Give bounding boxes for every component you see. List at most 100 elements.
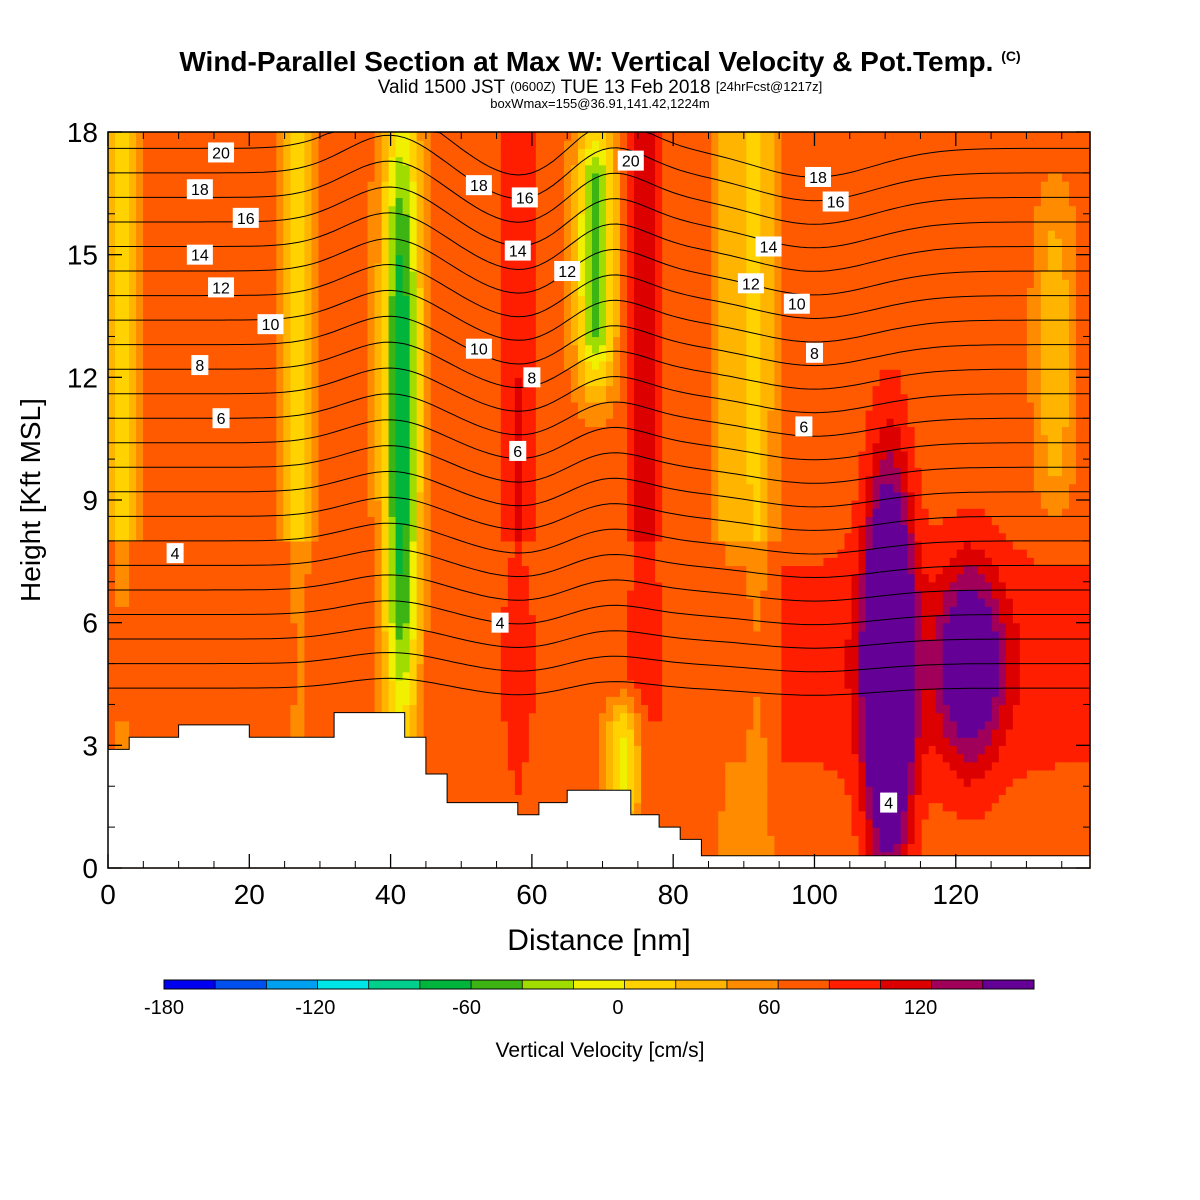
field-cell — [423, 606, 432, 616]
field-cell — [669, 598, 677, 607]
field-cell — [816, 802, 825, 812]
field-cell — [858, 663, 867, 673]
field-cell — [185, 655, 193, 665]
field-cell — [872, 614, 881, 624]
field-cell — [599, 679, 607, 689]
field-cell — [648, 761, 656, 771]
field-cell — [185, 704, 193, 714]
field-cell — [542, 639, 551, 648]
field-cell — [767, 827, 775, 836]
field-cell — [753, 712, 761, 722]
field-cell — [690, 753, 698, 763]
field-cell — [865, 671, 874, 681]
field-cell — [935, 720, 944, 730]
field-cell — [914, 737, 923, 746]
field-cell — [430, 696, 439, 706]
field-cell — [325, 688, 334, 697]
field-cell — [956, 827, 965, 836]
field-cell — [809, 745, 818, 755]
field-cell — [381, 573, 390, 583]
field-cell — [283, 606, 291, 616]
field-cell — [879, 761, 888, 771]
field-cell — [542, 679, 551, 689]
field-cell — [409, 614, 418, 624]
field-cell — [213, 671, 221, 681]
field-cell — [970, 688, 979, 697]
field-cell — [718, 835, 726, 845]
field-cell — [669, 589, 677, 599]
field-cell — [634, 663, 642, 673]
field-cell — [234, 704, 242, 714]
field-cell — [444, 679, 453, 689]
field-cell — [620, 639, 628, 648]
field-cell — [367, 573, 376, 583]
field-cell — [290, 614, 298, 624]
field-cell — [493, 786, 502, 795]
field-cell — [472, 728, 481, 738]
field-cell — [1005, 606, 1014, 616]
field-cell — [1012, 794, 1021, 804]
field-cell — [851, 671, 860, 681]
field-cell — [669, 647, 677, 656]
field-cell — [816, 827, 825, 836]
field-cell — [823, 737, 832, 746]
field-cell — [893, 671, 902, 681]
field-cell — [634, 696, 642, 706]
field-cell — [570, 581, 579, 591]
field-cell — [907, 663, 916, 673]
field-cell — [262, 720, 270, 730]
field-cell — [1019, 647, 1028, 656]
field-cell — [921, 769, 930, 779]
field-cell — [627, 720, 635, 730]
field-cell — [507, 589, 516, 599]
field-cell — [781, 696, 789, 706]
field-cell — [718, 786, 726, 795]
field-cell — [704, 728, 712, 738]
field-cell — [1061, 712, 1070, 722]
field-cell — [1061, 802, 1070, 812]
field-cell — [648, 753, 656, 763]
field-cell — [641, 745, 649, 755]
field-cell — [676, 598, 684, 607]
field-cell — [914, 614, 923, 624]
field-cell — [634, 769, 642, 779]
field-cell — [507, 753, 516, 763]
field-cell — [683, 663, 691, 673]
field-cell — [528, 778, 537, 787]
field-cell — [795, 745, 804, 755]
field-cell — [732, 778, 740, 787]
field-cell — [115, 688, 123, 697]
field-cell — [767, 655, 775, 665]
field-cell — [136, 622, 144, 632]
field-cell — [1054, 745, 1063, 755]
field-cell — [311, 647, 320, 656]
field-cell — [164, 704, 172, 714]
field-cell — [781, 589, 789, 599]
field-cell — [634, 745, 642, 755]
field-cell — [325, 581, 334, 591]
field-cell — [739, 606, 747, 616]
field-cell — [809, 753, 818, 763]
field-cell — [998, 598, 1007, 607]
field-cell — [858, 679, 867, 689]
field-cell — [613, 589, 621, 599]
field-cell — [998, 655, 1007, 665]
field-cell — [739, 589, 747, 599]
field-cell — [732, 581, 740, 591]
field-cell — [739, 622, 747, 632]
field-cell — [122, 630, 130, 640]
field-cell — [1019, 737, 1028, 746]
field-cell — [227, 622, 235, 632]
field-cell — [1019, 655, 1028, 665]
field-cell — [262, 688, 270, 697]
field-cell — [935, 753, 944, 763]
field-cell — [760, 843, 768, 853]
field-cell — [907, 655, 916, 665]
field-cell — [851, 745, 860, 755]
field-cell — [479, 761, 488, 771]
field-cell — [150, 573, 158, 583]
field-cell — [143, 712, 151, 722]
field-cell — [584, 769, 593, 779]
field-cell — [928, 818, 937, 828]
field-cell — [613, 663, 621, 673]
